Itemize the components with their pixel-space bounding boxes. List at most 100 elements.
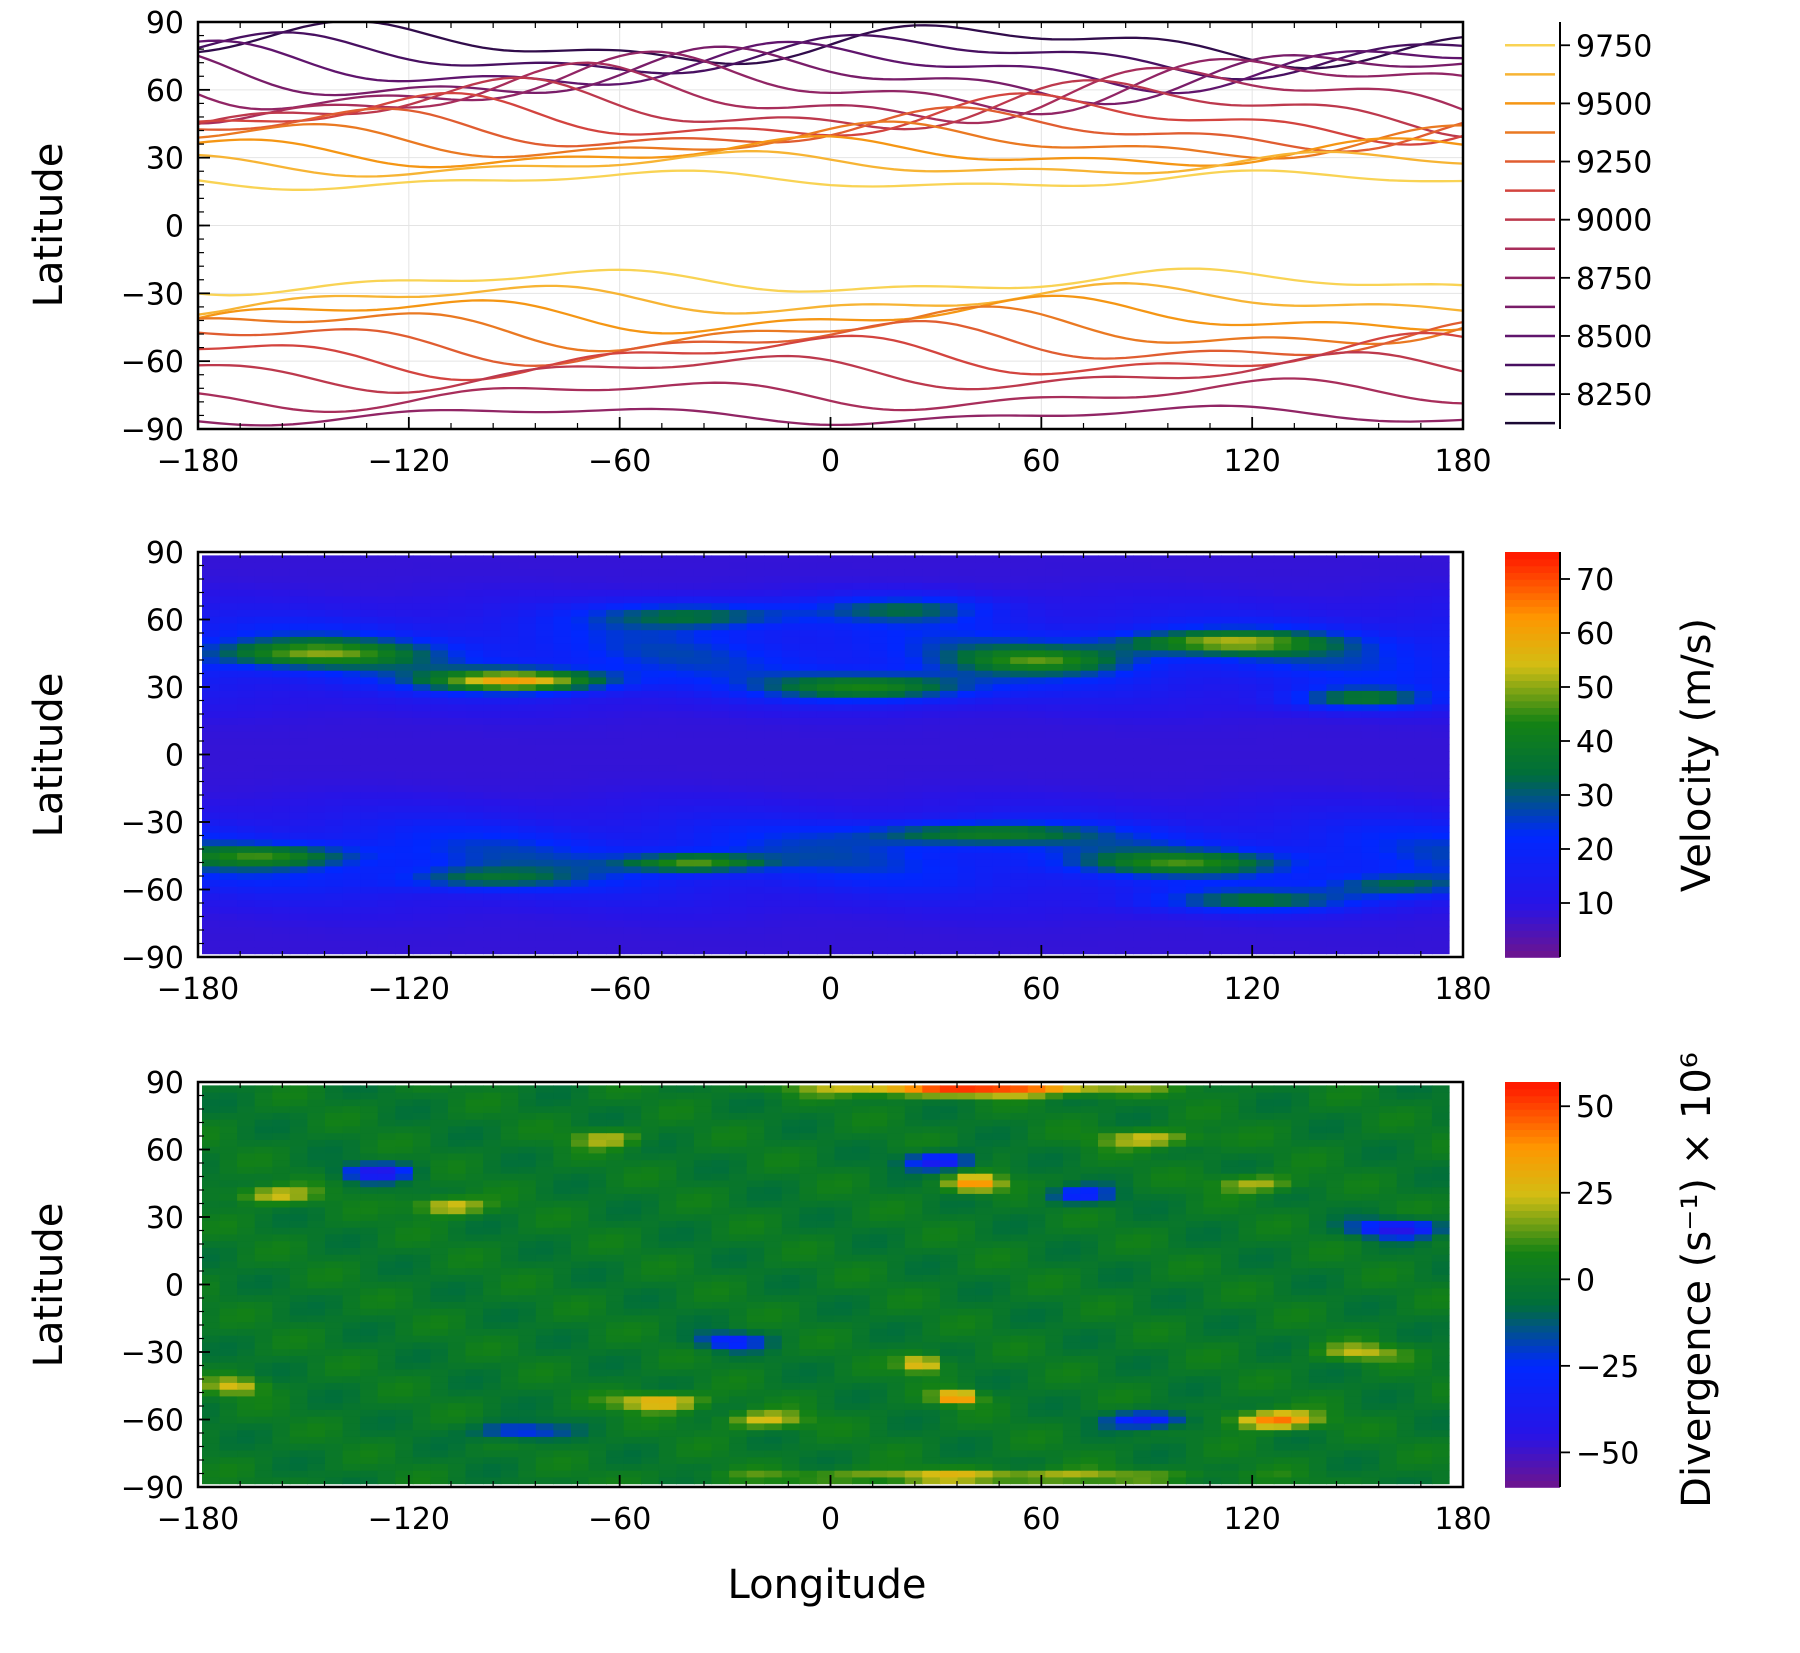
heatmap-cell	[799, 1477, 817, 1484]
heatmap-cell	[835, 1450, 853, 1457]
heatmap-cell	[694, 704, 712, 711]
heatmap-cell	[553, 744, 571, 751]
heatmap-cell	[1239, 711, 1257, 718]
heatmap-cell	[1116, 562, 1134, 569]
heatmap-cell	[1010, 906, 1028, 913]
heatmap-cell	[958, 616, 976, 623]
heatmap-cell	[641, 569, 659, 576]
heatmap-cell	[202, 596, 220, 603]
heatmap-cell	[975, 825, 993, 832]
heatmap-cell	[1045, 825, 1063, 832]
heatmap-cell	[1414, 623, 1432, 630]
heatmap-cell	[817, 940, 835, 947]
heatmap-cell	[659, 670, 677, 677]
heatmap-cell	[395, 866, 413, 873]
heatmap-cell	[395, 623, 413, 630]
heatmap-cell	[1291, 744, 1309, 751]
heatmap-cell	[343, 906, 361, 913]
heatmap-cell	[290, 852, 308, 859]
heatmap-cell	[325, 825, 343, 832]
heatmap-cell	[1045, 657, 1063, 664]
heatmap-cell	[360, 630, 378, 637]
heatmap-cell	[290, 744, 308, 751]
heatmap-cell	[1397, 596, 1415, 603]
heatmap-cell	[290, 1463, 308, 1470]
heatmap-cell	[1274, 670, 1292, 677]
heatmap-cell	[1397, 893, 1415, 900]
heatmap-cell	[1186, 616, 1204, 623]
heatmap-cell	[1063, 792, 1081, 799]
heatmap-cell	[395, 819, 413, 826]
heatmap-cell	[1081, 852, 1099, 859]
heatmap-cell	[1362, 616, 1380, 623]
heatmap-cell	[975, 697, 993, 704]
heatmap-cell	[1098, 1457, 1116, 1464]
heatmap-cell	[1344, 589, 1362, 596]
heatmap-cell	[1256, 906, 1274, 913]
heatmap-cell	[729, 805, 747, 812]
heatmap-cell	[993, 832, 1011, 839]
heatmap-cell	[1414, 1470, 1432, 1477]
heatmap-cell	[466, 758, 484, 765]
heatmap-cell	[676, 832, 694, 839]
heatmap-cell	[1063, 704, 1081, 711]
heatmap-cell	[870, 778, 888, 785]
heatmap-cell	[1081, 670, 1099, 677]
heatmap-cell	[220, 778, 238, 785]
heatmap-cell	[1326, 758, 1344, 765]
heatmap-cell	[694, 893, 712, 900]
heatmap-cell	[466, 677, 484, 684]
heatmap-cell	[764, 744, 782, 751]
heatmap-cell	[835, 636, 853, 643]
heatmap-cell	[1274, 886, 1292, 893]
heatmap-cell	[1379, 893, 1397, 900]
heatmap-cell	[1256, 704, 1274, 711]
heatmap-cell	[553, 630, 571, 637]
heatmap-cell	[799, 886, 817, 893]
colorbar-segment	[1505, 728, 1560, 736]
heatmap-cell	[1362, 873, 1380, 880]
heatmap-cell	[729, 893, 747, 900]
heatmap-cell	[940, 1470, 958, 1477]
heatmap-cell	[1204, 933, 1222, 940]
heatmap-cell	[1309, 603, 1327, 610]
heatmap-cell	[729, 724, 747, 731]
heatmap-cell	[993, 933, 1011, 940]
heatmap-cell	[799, 697, 817, 704]
heatmap-cell	[782, 657, 800, 664]
heatmap-cell	[536, 724, 554, 731]
heatmap-cell	[518, 920, 536, 927]
heatmap-cell	[1379, 690, 1397, 697]
heatmap-cell	[255, 879, 273, 886]
heatmap-cell	[1098, 1443, 1116, 1450]
x-tick-label: 120	[1224, 972, 1281, 1007]
heatmap-cell	[1081, 812, 1099, 819]
heatmap-cell	[1221, 825, 1239, 832]
heatmap-cell	[501, 677, 519, 684]
heatmap-cell	[1081, 846, 1099, 853]
heatmap-cell	[676, 893, 694, 900]
heatmap-cell	[1379, 812, 1397, 819]
heatmap-cell	[237, 569, 255, 576]
heatmap-cell	[378, 866, 396, 873]
heatmap-cell	[202, 1463, 220, 1470]
heatmap-cell	[799, 738, 817, 745]
heatmap-cell	[676, 1477, 694, 1484]
heatmap-cell	[1133, 724, 1151, 731]
heatmap-cell	[378, 906, 396, 913]
heatmap-cell	[1151, 927, 1169, 934]
heatmap-cell	[589, 603, 607, 610]
velocity-colorbar-label: Velocity (m/s)	[1674, 618, 1720, 892]
heatmap-cell	[430, 603, 448, 610]
heatmap-cell	[782, 798, 800, 805]
heatmap-cell	[606, 596, 624, 603]
heatmap-cell	[641, 589, 659, 596]
heatmap-cell	[536, 886, 554, 893]
heatmap-cell	[1098, 650, 1116, 657]
heatmap-cell	[430, 893, 448, 900]
heatmap-cell	[325, 920, 343, 927]
heatmap-cell	[501, 771, 519, 778]
heatmap-cell	[764, 765, 782, 772]
heatmap-cell	[255, 819, 273, 826]
heatmap-cell	[799, 609, 817, 616]
